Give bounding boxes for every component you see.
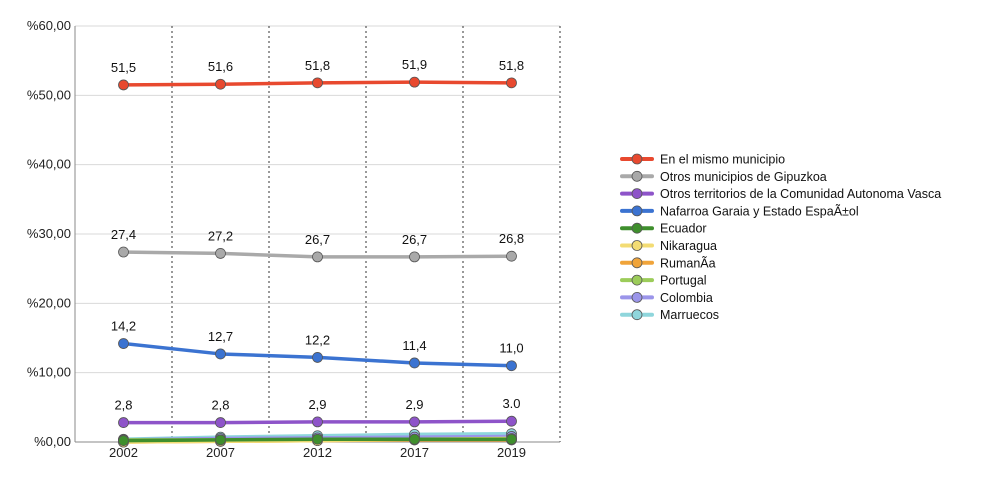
data-point [215,417,226,428]
data-label: 51,8 [305,58,330,73]
legend-swatch-marker [631,291,643,303]
data-label: 12,2 [305,332,330,347]
data-point [409,357,420,369]
legend-label: En el mismo municipio [660,153,785,167]
data-label: 26,8 [499,231,524,246]
x-tick-label: 2019 [497,445,526,460]
data-label: 26,7 [305,232,330,247]
data-point [118,338,129,349]
data-point [506,433,517,445]
y-tick-label: %0,00 [34,434,71,449]
data-label: 51,5 [111,60,136,75]
data-point [312,251,323,263]
x-tick-label: 2012 [303,445,332,460]
data-point [312,433,323,445]
legend-label: Portugal [660,274,707,288]
x-tick-label: 2007 [206,445,235,460]
data-label: 2,8 [114,398,132,413]
data-point [215,78,226,90]
y-tick-label: %60,00 [27,18,71,33]
data-point [118,435,129,447]
grid-lines [75,25,561,443]
legend-swatch-marker [631,240,643,251]
y-tick-label: %30,00 [27,226,71,241]
data-label: 27,4 [111,227,136,242]
legend-label: Nafarroa Garaia y Estado EspaÃ±ol [660,204,859,218]
data-point [506,250,517,262]
data-point [506,77,517,89]
data-label: 3.0 [502,396,520,411]
legend-label: Otros territorios de la Comunidad Autono… [660,187,941,201]
data-labels: 51,5 51,6 51,8 51,9 51,8 27,4 27,2 26,7 26,7 26,8… [111,57,524,412]
legend-swatch-marker [631,205,643,217]
legend-label: Colombia [660,291,713,305]
data-point [409,433,420,445]
data-label: 14,2 [111,319,136,334]
legend-label: Nikaragua [660,239,717,253]
x-tick-label: 2017 [400,445,429,460]
data-label: 2,9 [308,397,326,412]
data-point [118,417,129,428]
data-label: 2,8 [211,398,229,413]
data-point [506,415,517,427]
data-label: 11,4 [402,338,426,353]
data-point [215,248,226,259]
data-label: 51,6 [208,59,233,74]
legend-label: RumanÃ­a [660,256,716,270]
legend-swatch-marker [631,170,643,182]
y-tick-label: %10,00 [27,365,71,380]
legend-label: Marruecos [660,308,719,322]
data-label: 12,7 [208,329,233,344]
x-tick-label: 2002 [109,445,138,460]
data-label: 51,9 [402,57,427,72]
legend-swatch-marker [631,309,643,321]
data-point [312,416,323,428]
legend-label: Ecuador [660,222,707,236]
data-label: 11,0 [499,341,523,356]
legend-swatch-marker [631,153,643,165]
legend-label: Otros municipios de Gipuzkoa [660,170,827,184]
data-point [312,352,323,363]
data-point [118,246,129,258]
data-point [118,79,129,91]
data-point [409,251,420,263]
data-point [215,348,226,360]
data-label: 27,2 [208,228,233,243]
legend: En el mismo municipio Otros municipios de… [620,153,941,322]
legend-swatch-marker [631,274,643,286]
legend-swatch-marker [631,257,643,269]
data-point [506,360,517,372]
data-point [409,76,420,88]
data-label: 26,7 [402,232,427,247]
data-point [409,416,420,428]
y-tick-label: %50,00 [27,87,71,102]
series-lines [118,76,517,448]
data-label: 2,9 [405,397,423,412]
legend-swatch-marker [631,188,643,200]
y-tick-label: %40,00 [27,157,71,172]
legend-swatch-marker [631,222,643,234]
data-point [215,434,226,446]
data-point [312,77,323,89]
y-tick-label: %20,00 [27,295,71,310]
data-label: 51,8 [499,58,524,73]
